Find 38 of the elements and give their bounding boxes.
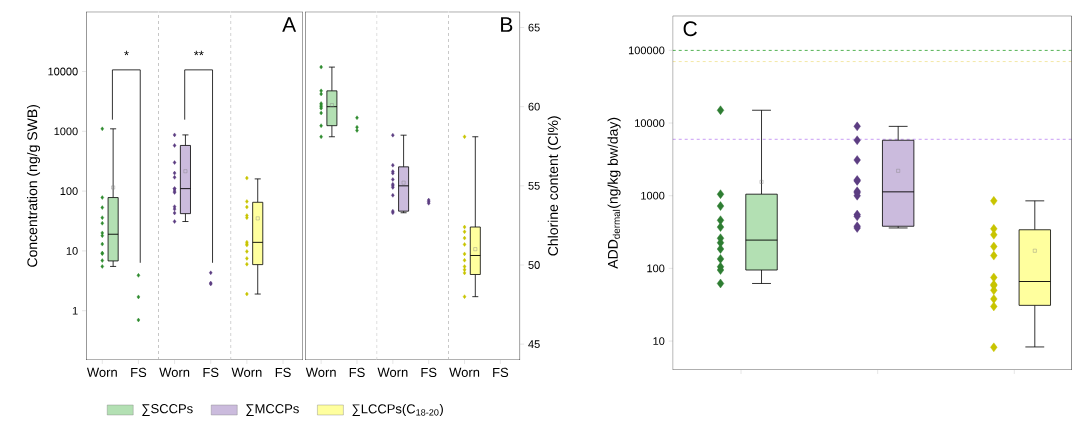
legend-label: ∑MCCPs: [246, 404, 299, 416]
x-tick-label: Worn: [305, 367, 336, 377]
y-tick-label: 100000: [628, 46, 665, 55]
y-tick-label: 10000: [48, 67, 78, 76]
y-tick-label: 1000: [641, 191, 665, 200]
y-tick-label: 1: [72, 306, 78, 315]
x-tick-label: Worn: [159, 367, 190, 377]
annotation: *: [124, 50, 129, 56]
chart-title: A: [282, 17, 297, 32]
y-tick-label: 100: [60, 187, 78, 195]
y-axis-title: Chlorine content (Cl%): [547, 116, 561, 256]
y-tick-label: 100: [647, 264, 665, 273]
y-tick-label: 55: [528, 182, 540, 190]
x-tick-label: FS: [349, 367, 365, 378]
x-tick-label: FS: [275, 367, 291, 378]
chart-title: C: [683, 21, 697, 37]
legend-label: ∑LCCPs(C$_{18-20}$): [352, 403, 443, 417]
annotation: **: [193, 50, 204, 56]
y-tick-label: 50: [528, 261, 540, 269]
x-tick-label: FS: [203, 367, 219, 378]
y-tick-label: 1000: [54, 127, 78, 136]
y-tick-label: 10000: [635, 119, 665, 127]
x-tick-label: FS: [131, 367, 147, 378]
y-axis-title: Concentration (ng/g SWB): [26, 105, 41, 267]
x-tick-label: FS: [421, 367, 437, 378]
y-tick-label: 60: [528, 102, 540, 111]
x-tick-label: Worn: [449, 367, 480, 377]
y-tick-label: 45: [528, 340, 540, 348]
y-tick-label: 10: [66, 247, 78, 255]
x-tick-label: Worn: [86, 367, 117, 377]
legend-label: ∑SCCPs: [142, 404, 193, 416]
y-tick-label: 10: [653, 337, 665, 345]
y-axis-title: ADD$_{dermal}$(ng/kg bw/day): [607, 117, 621, 269]
x-tick-label: FS: [493, 367, 509, 378]
chart-title: B: [501, 17, 513, 32]
x-tick-label: Worn: [231, 367, 262, 377]
y-tick-label: 65: [528, 23, 540, 32]
x-tick-label: Worn: [377, 367, 408, 377]
